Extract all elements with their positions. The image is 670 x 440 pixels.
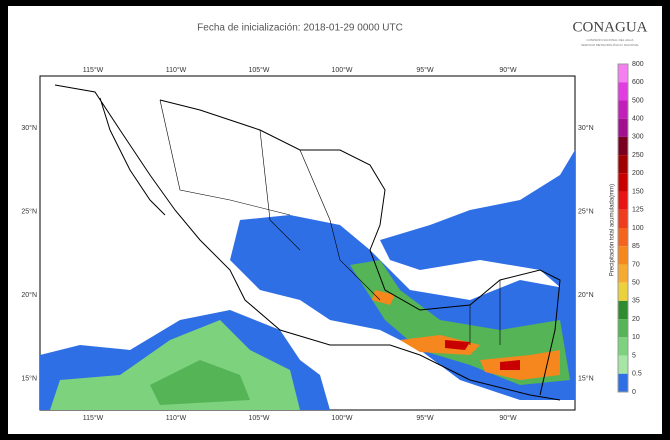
colorbar-swatch [618, 300, 628, 320]
lat-label: 25°N [21, 207, 37, 215]
colorbar-label: 70 [632, 261, 640, 268]
colorbar-label: 200 [632, 170, 644, 177]
colorbar-swatch [618, 191, 628, 210]
colorbar-swatch [618, 209, 628, 228]
lon-label: 110°W [166, 66, 187, 74]
colorbar-label: 800 [632, 61, 644, 68]
colorbar-label: 125 [632, 207, 644, 214]
colorbar-label: 400 [632, 116, 644, 123]
colorbar-swatch [618, 264, 628, 283]
lon-label: 105°W [248, 414, 269, 422]
colorbar-label: 20 [632, 316, 640, 323]
borders [159, 99, 501, 345]
lon-label: 95°W [416, 414, 434, 422]
coastline [54, 84, 561, 401]
colorbar-swatch [618, 100, 628, 119]
colorbar-label: 0.5 [632, 371, 642, 378]
colorbar-swatch [618, 246, 628, 265]
colorbar-label: 50 [632, 280, 640, 287]
colorbar-label: 600 [632, 79, 644, 86]
colorbar-swatch [618, 282, 628, 301]
colorbar-label: 150 [632, 188, 644, 195]
rain-gulf [380, 150, 575, 300]
colorbar-label: 250 [632, 152, 644, 159]
colorbar-swatch [618, 373, 628, 392]
logo-line: COMISIÓN NACIONAL DEL AGUA [587, 37, 634, 42]
colorbar-label: 85 [632, 243, 640, 250]
map [39, 75, 576, 411]
colorbar-label: 10 [632, 334, 640, 341]
lat-label: 25°N [578, 207, 594, 215]
colorbar-swatch [618, 319, 628, 338]
colorbar-label: 500 [632, 97, 644, 104]
colorbar-label: 5 [632, 352, 636, 359]
lat-label: 15°N [21, 374, 37, 382]
colorbar-swatch [618, 337, 628, 356]
logo-line: SERVICIO METEOROLÓGICO NACIONAL [581, 42, 639, 47]
colorbar-swatch [618, 82, 628, 101]
colorbar-swatch [618, 155, 628, 174]
colorbar: 8006005004003002502001501251008570503520… [617, 61, 644, 396]
lon-label: 95°W [416, 66, 434, 74]
lon-label: 115°W [83, 66, 104, 74]
colorbar-swatch [618, 173, 628, 192]
rain-heavy [372, 290, 560, 380]
colorbar-label: 35 [632, 298, 640, 305]
colorbar-title: Precipitación total acumulada(mm) [610, 184, 616, 276]
lon-label: 100°W [331, 66, 352, 74]
lat-label: 15°N [578, 374, 594, 382]
lon-label: 105°W [248, 66, 269, 74]
lon-label: 115°W [83, 414, 104, 422]
lon-label: 110°W [166, 414, 187, 422]
rain-south-green [350, 260, 570, 385]
lon-label: 90°W [499, 414, 517, 422]
colorbar-swatch [618, 228, 628, 247]
logo-name: CONAGUA [573, 19, 648, 35]
title: Fecha de inicialización: 2018-01-29 0000… [197, 23, 403, 34]
lat-label: 30°N [21, 124, 37, 132]
lat-label: 20°N [21, 291, 37, 299]
lon-label: 100°W [331, 414, 352, 422]
colorbar-label: 300 [632, 134, 644, 141]
colorbar-swatch [618, 64, 628, 83]
lon-label: 90°W [499, 66, 517, 74]
colorbar-label: 0 [632, 389, 636, 396]
colorbar-label: 100 [632, 225, 644, 232]
colorbar-swatch [618, 355, 628, 374]
colorbar-swatch [618, 136, 628, 156]
rain-extreme [445, 340, 520, 370]
colorbar-swatch [618, 118, 628, 137]
map-labels: 115°W 110°W 105°W 100°W 95°W 90°W 115°W 110°W 10… [21, 66, 593, 422]
colorbar-frame [617, 63, 629, 393]
lat-label: 30°N [578, 124, 594, 132]
lat-label: 20°N [578, 291, 594, 299]
rain-pacific-dark [150, 360, 250, 405]
